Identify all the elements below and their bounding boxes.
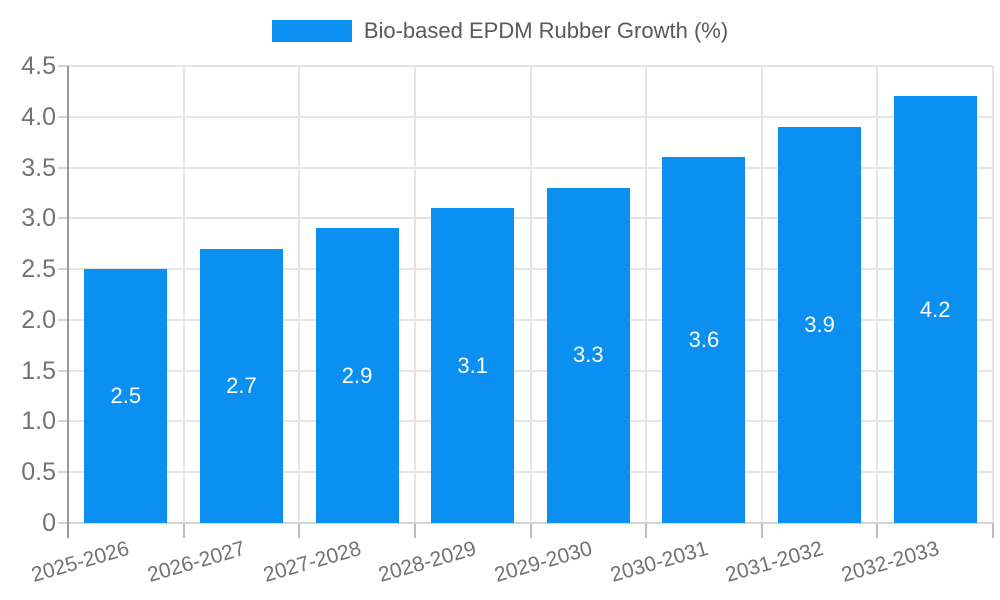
bar: 3.1 [431,208,515,523]
legend: Bio-based EPDM Rubber Growth (%) [0,18,1000,44]
x-axis-tick [645,523,648,538]
v-gridline [876,66,879,523]
y-axis-tick-label: 4.5 [21,52,56,80]
x-axis-tick [413,523,416,538]
x-axis-tick [876,523,879,538]
bar: 3.6 [662,157,746,523]
legend-swatch [271,20,352,42]
bar-value-label: 2.9 [341,362,373,388]
bar-value-label: 2.7 [226,372,257,398]
x-axis-tick-label: 2031-2032 [723,537,826,587]
bar: 2.7 [199,248,283,523]
bar: 4.2 [893,96,977,523]
y-axis-tick-label: 2.0 [21,305,56,334]
y-axis-tick-label: 4.0 [21,102,56,131]
x-axis-tick [298,523,301,538]
y-axis-tick [58,65,68,67]
y-axis-tick-label: 1.5 [21,356,56,385]
x-axis-tick-label: 2026-2027 [144,537,248,587]
x-axis-tick-label: 2025-2026 [29,537,133,587]
x-axis-tick [760,523,763,538]
bar-value-label: 3.6 [688,327,720,353]
bar: 3.9 [778,126,862,523]
legend-label: Bio-based EPDM Rubber Growth (%) [363,18,729,43]
v-gridline [413,66,416,523]
bar-value-label: 3.9 [804,311,835,337]
x-axis-tick-label: 2029-2030 [491,537,595,587]
y-axis-tick-label: 1.0 [21,407,56,436]
y-axis-tick [58,166,68,169]
x-axis-line [58,522,993,524]
x-axis-tick-label: 2032-2033 [838,537,942,587]
x-axis-tick-label: 2028-2029 [376,537,480,587]
y-axis-tick-label: 2.5 [21,255,56,284]
y-axis-tick [58,420,68,423]
bar-value-label: 3.1 [457,352,488,378]
x-axis-tick-label: 2027-2028 [260,537,364,587]
y-axis-tick [58,268,68,271]
x-axis-tick [992,523,994,538]
x-axis-tick [182,523,185,538]
x-axis-tick [529,523,532,538]
x-axis-tick-label: 2030-2031 [607,537,711,587]
bar: 2.5 [84,269,168,523]
y-axis-tick [58,471,68,474]
y-axis-tick [58,115,68,118]
v-gridline [182,66,185,523]
y-axis-tick [58,369,68,372]
y-axis-tick-label: 3.0 [21,204,56,233]
bar: 2.9 [315,228,399,523]
v-gridline [645,66,648,523]
bar: 3.3 [546,187,630,523]
v-gridline [760,66,763,523]
bar-value-label: 3.3 [573,342,604,368]
v-gridline [992,66,994,523]
y-axis-tick-label: 0.5 [21,458,56,487]
v-gridline [529,66,532,523]
y-axis-tick [58,217,68,220]
y-axis-tick [58,318,68,321]
y-axis-tick-label: 0 [42,509,56,537]
y-axis-spine [67,66,69,538]
bar-value-label: 4.2 [919,296,951,322]
y-axis-tick-label: 3.5 [21,153,56,182]
v-gridline [298,66,301,523]
bar-value-label: 2.5 [110,383,142,409]
